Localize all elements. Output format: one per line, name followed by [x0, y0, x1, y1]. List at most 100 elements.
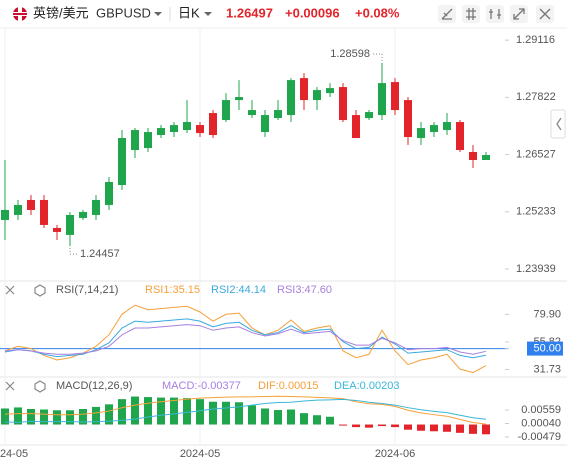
pane-close-icon[interactable] [5, 381, 15, 391]
candle-body [248, 110, 256, 116]
y-tick-label: 1.26527 [516, 148, 556, 160]
macd-bar [430, 424, 438, 432]
y-tick-label: 0.00559 [521, 404, 561, 416]
y-tick-label: 31.73 [533, 363, 561, 375]
y-tick-label: 1.25233 [516, 206, 556, 218]
pane-close-icon[interactable] [5, 285, 15, 295]
pane-settings-icon[interactable] [34, 380, 46, 393]
macd-bar [118, 399, 126, 425]
pane-title: RSI(7,14,21) [56, 284, 118, 296]
macd-bar [183, 398, 191, 425]
legend-entry: RSI2:44.14 [211, 284, 266, 296]
collapse-arrow[interactable] [556, 117, 562, 131]
macd-bar [339, 424, 347, 426]
candle-body [40, 199, 48, 225]
rsi-line [4, 304, 487, 374]
candle-body [131, 130, 139, 151]
macd-bar [1, 408, 9, 425]
candle-body [352, 115, 360, 139]
macd-bar [482, 424, 490, 435]
pane-title: MACD(12,26,9) [56, 380, 132, 392]
macd-line [4, 398, 487, 423]
tool-draw-icon[interactable] [441, 8, 453, 20]
pane-icons [5, 284, 46, 393]
tool-settings-icon[interactable] [489, 9, 501, 19]
candle-body [222, 100, 230, 121]
y-tick-label: 1.29116 [516, 34, 555, 46]
symbol[interactable]: GBPUSD [96, 5, 151, 20]
y-tick-label: 1.23939 [516, 263, 556, 275]
candle-body [209, 113, 217, 136]
macd-bar [404, 424, 412, 430]
candle-body [326, 88, 334, 94]
rsi-line [4, 324, 487, 355]
candle-body [105, 181, 113, 205]
macd-bar [417, 424, 425, 431]
candle-body [261, 115, 269, 133]
y-tick-label: 0.00040 [521, 417, 561, 429]
candle-body [417, 128, 425, 139]
y-tick-label: 1.27822 [516, 91, 556, 103]
tick-label-bg [527, 341, 563, 356]
macd-bar [40, 409, 48, 425]
macd-bar [313, 415, 321, 425]
candle-body [430, 125, 438, 133]
legend-entry: RSI1:35.15 [145, 284, 200, 296]
macd-bar [27, 408, 35, 425]
dropdown-arrow[interactable] [204, 12, 212, 16]
tool-button[interactable] [486, 5, 504, 23]
candle-body [92, 199, 100, 215]
pair-name[interactable]: 英镑/美元 [33, 5, 89, 20]
macd-bar [131, 396, 139, 425]
candle-body [79, 211, 87, 218]
x-tick-label: 2024-06 [375, 448, 415, 460]
candle-body [300, 78, 308, 101]
candle-body [391, 82, 399, 111]
max-annotation: 1.28598 [330, 48, 370, 60]
candle-body [482, 155, 490, 161]
pane-settings-icon[interactable] [34, 284, 46, 297]
macd-bar [144, 397, 152, 425]
candle-body [14, 204, 22, 215]
tool-button[interactable] [462, 5, 480, 23]
candle-body [1, 209, 9, 220]
macd-bar [469, 424, 477, 434]
dropdown-arrow[interactable] [154, 12, 162, 16]
candle-body [287, 80, 295, 116]
macd-bar [222, 401, 230, 425]
candle-body [274, 110, 282, 119]
toolbar [438, 5, 554, 23]
candle-body [118, 138, 126, 185]
candle-body [443, 122, 451, 131]
price-change: +0.00096 [285, 5, 340, 20]
annotation-leader [69, 248, 78, 255]
macd-bar [443, 424, 451, 432]
candle-body [313, 90, 321, 101]
legend-entry: DIF:0.00015 [258, 380, 319, 392]
macd-bar [248, 405, 256, 425]
candle-body [235, 97, 243, 101]
tool-indicator-icon[interactable] [466, 8, 476, 20]
collapse-tab[interactable] [550, 109, 566, 139]
candle-body [365, 112, 373, 119]
tool-fullscreen-icon[interactable] [513, 8, 525, 20]
candle-body [27, 199, 35, 210]
macd-bar [300, 413, 308, 425]
candle-body [469, 152, 477, 161]
candle-body [183, 122, 191, 131]
y-tick-label: 79.90 [533, 308, 561, 320]
x-tick-label: 2024-05 [180, 448, 220, 460]
macd-bar [456, 424, 464, 433]
candle-body [339, 87, 347, 121]
macd-bar [261, 408, 269, 425]
macd-bar [235, 402, 243, 425]
macd-bar [53, 410, 61, 425]
period[interactable]: 日K [178, 5, 200, 20]
last-price: 1.26497 [226, 5, 273, 20]
tool-close-icon[interactable] [539, 8, 551, 20]
macd-bar [92, 406, 100, 425]
x-tick-label: 24-05 [0, 448, 28, 460]
legend-entry: DEA:0.00203 [334, 380, 399, 392]
